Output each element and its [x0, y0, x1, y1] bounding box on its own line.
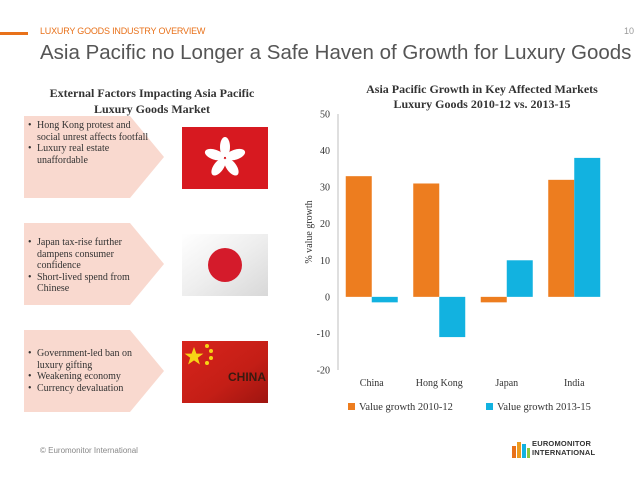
y-tick-label: 20 [320, 219, 330, 230]
bullet: Currency devaluation [28, 383, 152, 395]
accent-bar [0, 32, 28, 35]
legend-swatch [348, 403, 355, 410]
copyright: © Euromonitor International [40, 446, 138, 455]
bar-chart: -20 -10 0 10 20 30 40 50 % value growth China Hong… [304, 110, 601, 413]
left-panel-title-line2: Luxury Goods Market [93, 102, 210, 116]
x-tick-label: India [564, 378, 585, 389]
bar-2013-15 [439, 296, 466, 338]
factor-hong-kong: Hong Kong protest and social unrest affe… [24, 116, 164, 198]
y-tick-label: -20 [317, 366, 330, 377]
left-panel-title: External Factors Impacting Asia Pacific … [32, 85, 272, 117]
factor-bullets: Government-led ban on luxury gifting Wea… [28, 348, 152, 394]
y-tick-label: 30 [320, 183, 330, 194]
y-tick-label: 50 [320, 110, 330, 121]
legend-label: Value growth 2013-15 [497, 402, 591, 413]
bar-2010-12 [345, 176, 372, 297]
bullet: Short-lived spend from Chinese [28, 272, 152, 295]
china-flag-text: CHINA [228, 370, 266, 384]
bar-2010-12 [480, 296, 507, 303]
factor-bullets: Japan tax-rise further dampens consumer … [28, 237, 152, 295]
x-tick-label: Hong Kong [416, 378, 463, 389]
factor-japan: Japan tax-rise further dampens consumer … [24, 223, 164, 305]
x-tick-label: Japan [495, 378, 518, 389]
chart-title: Asia Pacific Growth in Key Affected Mark… [332, 82, 632, 112]
chart-title-line1: Asia Pacific Growth in Key Affected Mark… [366, 82, 598, 96]
bullet: Government-led ban on luxury gifting [28, 348, 152, 371]
factor-china: Government-led ban on luxury gifting Wea… [24, 330, 164, 412]
bar-2013-15 [506, 260, 533, 297]
bar-2010-12 [413, 183, 440, 297]
slide-title: Asia Pacific no Longer a Safe Haven of G… [40, 41, 632, 64]
bar-2013-15 [574, 157, 601, 297]
bar-2013-15 [371, 296, 398, 303]
legend-label: Value growth 2010-12 [359, 402, 453, 413]
y-tick-label: -10 [317, 329, 330, 340]
y-tick-label: 10 [320, 256, 330, 267]
hong-kong-flag-icon [182, 127, 268, 189]
section-overline: LUXURY GOODS INDUSTRY OVERVIEW [40, 26, 206, 36]
bullet: Luxury real estate unaffordable [28, 143, 152, 166]
bullet: Weakening economy [28, 371, 152, 383]
page-number: 10 [623, 26, 634, 36]
logo-text: EUROMONITOR INTERNATIONAL [532, 439, 596, 457]
bullet: Japan tax-rise further dampens consumer … [28, 237, 152, 272]
y-axis-label: % value growth [304, 200, 315, 263]
chart-title-line2: Luxury Goods 2010-12 vs. 2013-15 [393, 97, 571, 111]
y-tick-label: 0 [325, 292, 330, 303]
legend-swatch [486, 403, 493, 410]
logo-line1: EUROMONITOR [532, 439, 592, 448]
bar-2010-12 [548, 179, 575, 297]
japan-flag-icon [182, 234, 268, 296]
logo-line2: INTERNATIONAL [532, 447, 596, 457]
left-panel-title-line1: External Factors Impacting Asia Pacific [49, 86, 255, 100]
euromonitor-logo-icon [512, 442, 530, 458]
y-tick-label: 40 [320, 146, 330, 157]
bullet: Hong Kong protest and social unrest affe… [28, 120, 152, 143]
china-flag-icon: CHINA [182, 341, 268, 403]
x-tick-label: China [360, 378, 384, 389]
factor-bullets: Hong Kong protest and social unrest affe… [28, 120, 152, 166]
